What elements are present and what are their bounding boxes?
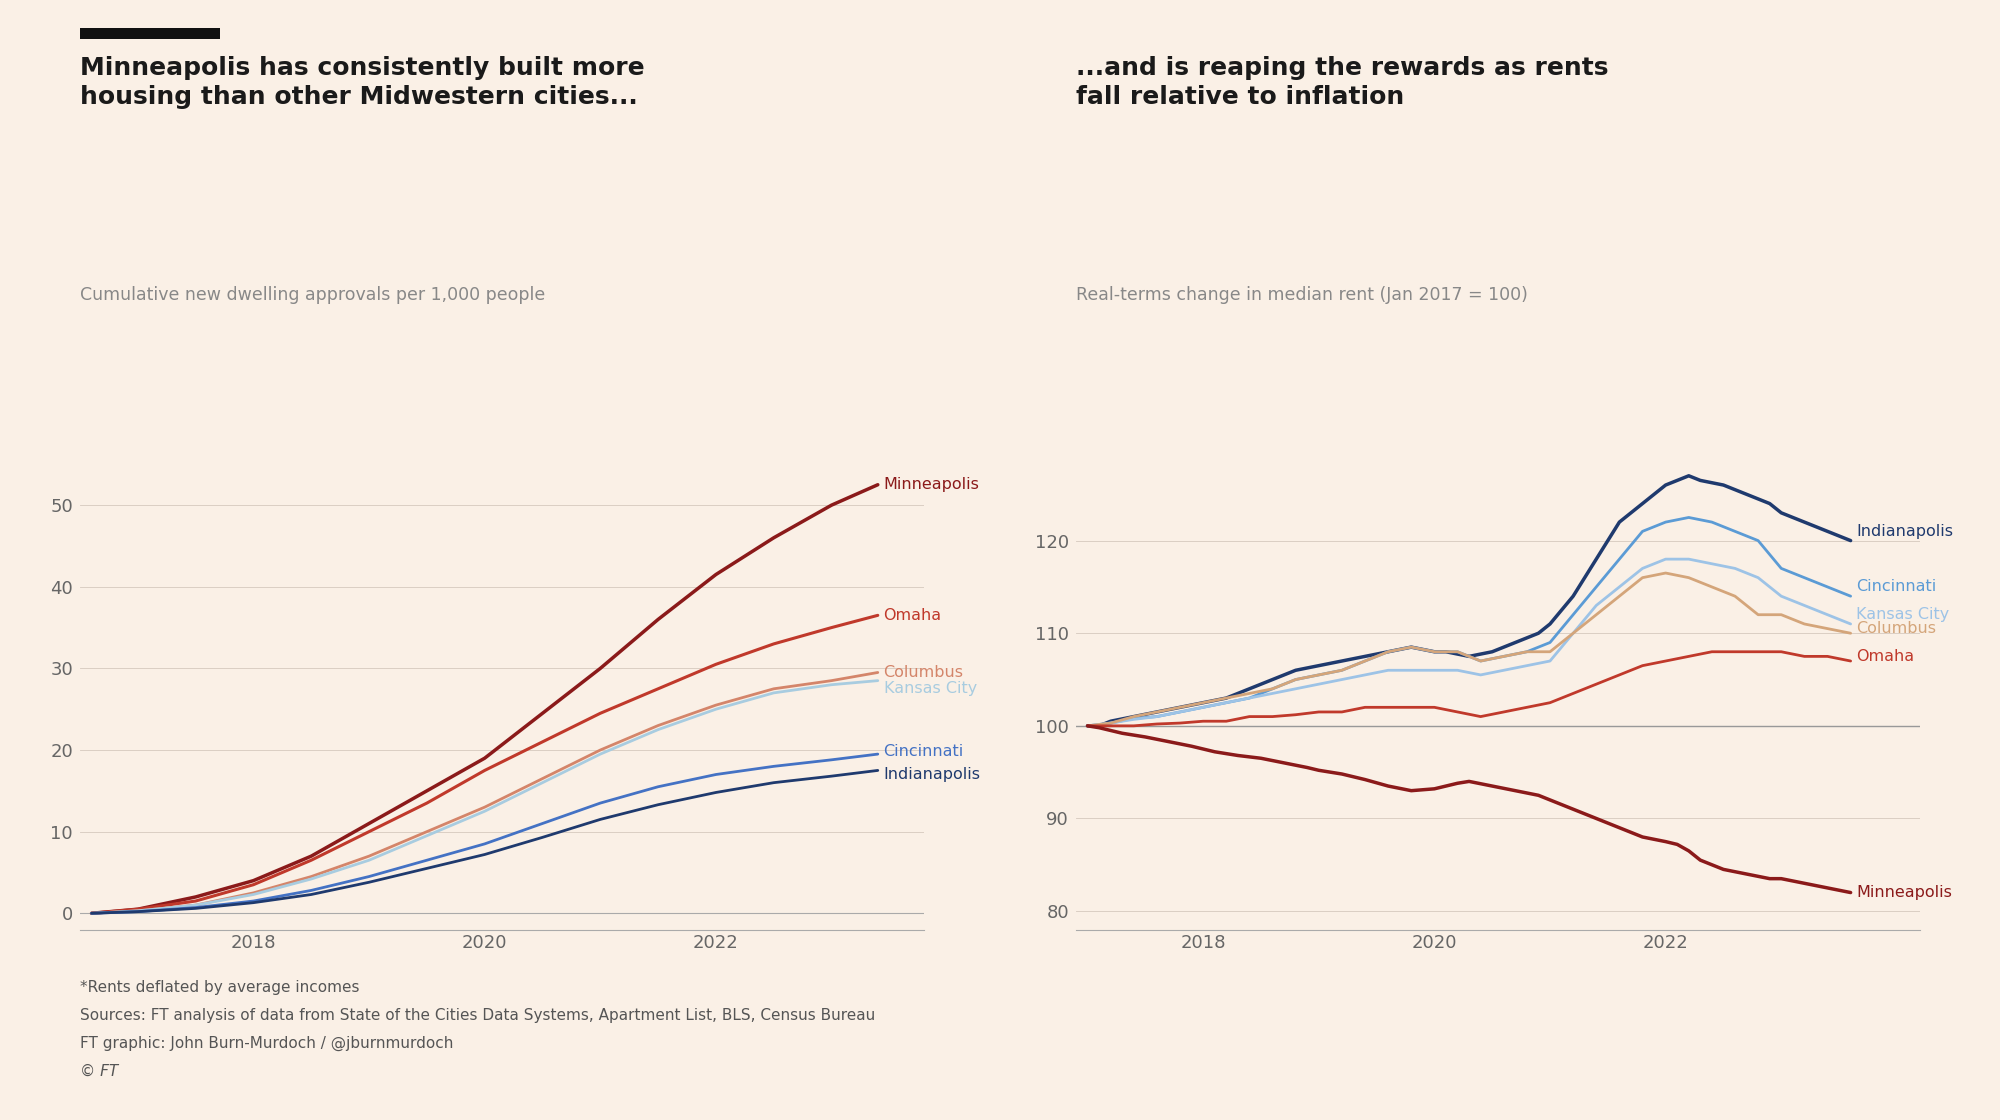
Text: Real-terms change in median rent (Jan 2017 = 100): Real-terms change in median rent (Jan 20… [1076,286,1528,304]
Text: Cincinnati: Cincinnati [1856,579,1936,595]
Text: Omaha: Omaha [884,608,942,623]
Text: Columbus: Columbus [1856,622,1936,636]
Text: Minneapolis: Minneapolis [884,477,980,492]
Text: Cumulative new dwelling approvals per 1,000 people: Cumulative new dwelling approvals per 1,… [80,286,546,304]
Text: Minneapolis: Minneapolis [1856,885,1952,900]
Text: © FT: © FT [80,1064,118,1079]
Text: Minneapolis has consistently built more
housing than other Midwestern cities...: Minneapolis has consistently built more … [80,56,644,109]
Text: Cincinnati: Cincinnati [884,744,964,759]
Text: Omaha: Omaha [1856,648,1914,664]
Text: Sources: FT analysis of data from State of the Cities Data Systems, Apartment Li: Sources: FT analysis of data from State … [80,1008,876,1023]
Text: Kansas City: Kansas City [884,681,976,697]
Text: Columbus: Columbus [884,665,964,680]
Text: Kansas City: Kansas City [1856,607,1950,623]
Text: *Rents deflated by average incomes: *Rents deflated by average incomes [80,980,360,995]
Text: FT graphic: John Burn-Murdoch / @jburnmurdoch: FT graphic: John Burn-Murdoch / @jburnmu… [80,1036,454,1052]
Text: Indianapolis: Indianapolis [884,767,980,782]
Text: ...and is reaping the rewards as rents
fall relative to inflation: ...and is reaping the rewards as rents f… [1076,56,1608,109]
Text: Indianapolis: Indianapolis [1856,524,1954,539]
